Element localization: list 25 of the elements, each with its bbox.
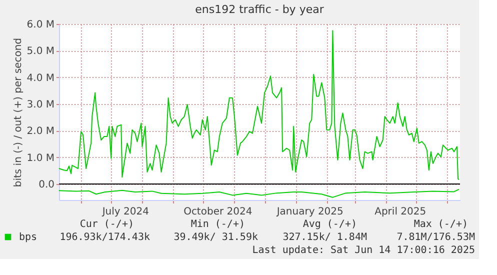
chart-title: ens192 traffic - by year — [195, 3, 324, 16]
y-tick-label: 0.0 — [38, 180, 54, 190]
y-tick-label: 4.0 M — [26, 72, 54, 84]
x-tick-label: April 2025 — [374, 206, 426, 218]
x-tick-label: July 2024 — [101, 206, 149, 218]
x-tick-label: January 2025 — [276, 206, 344, 218]
text: 327.15k/ 1.84M — [282, 232, 367, 243]
legend-label: bps — [19, 232, 38, 243]
y-tick-label: 2.0 M — [26, 126, 54, 138]
line-series — [58, 30, 460, 180]
text: 39.49k/ 31.59k — [174, 232, 258, 243]
text: Max (-/+) — [414, 219, 468, 230]
y-tick-label: 1.0 M — [26, 152, 54, 164]
y-tick-label: 6.0 M — [26, 20, 54, 30]
x-tick-label: October 2024 — [184, 206, 252, 218]
text: 196.93k/174.43k — [60, 232, 150, 243]
line-series — [58, 188, 460, 198]
text: 7.81M/176.53M — [396, 232, 475, 243]
y-tick-label: 3.0 M — [26, 100, 54, 110]
text: Cur (-/+) — [80, 219, 134, 230]
text: Avg (-/+) — [302, 219, 357, 230]
text: Last update: Sat Jun 14 17:00:16 2025 — [252, 245, 475, 256]
y-tick-label: 5.0 M — [26, 46, 54, 58]
text: Min (-/+) — [190, 219, 245, 230]
y-axis-title: bits in (-) / out (+) per second — [12, 38, 24, 188]
